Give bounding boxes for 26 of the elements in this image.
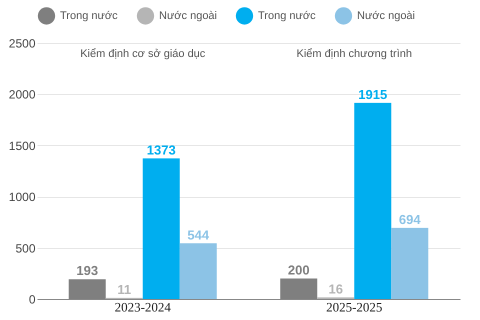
data-label: 544 xyxy=(187,227,210,242)
legend-label: Trong nước xyxy=(258,10,316,22)
y-tick-label: 1000 xyxy=(8,190,36,204)
data-label: 1915 xyxy=(358,86,388,102)
y-tick-label: 0 xyxy=(28,292,36,306)
data-label: 200 xyxy=(288,262,310,278)
legend-label: Trong nước xyxy=(60,10,118,22)
annotation: Kiểm định cơ sở giáo dục xyxy=(80,48,206,60)
data-label: 16 xyxy=(328,281,343,296)
bar xyxy=(354,102,392,299)
bar xyxy=(391,228,428,299)
legend-label: Nước ngoài xyxy=(357,10,415,22)
bar xyxy=(180,243,217,299)
bar xyxy=(142,158,180,299)
y-tick-label: 500 xyxy=(15,241,36,256)
data-label: 11 xyxy=(117,282,132,297)
y-tick-label: 2500 xyxy=(8,36,36,50)
data-label: 193 xyxy=(76,263,98,278)
x-tick-label: 2023-2024 xyxy=(114,300,172,314)
annotation: Kiểm định chương trình xyxy=(296,48,412,60)
y-tick-label: 1500 xyxy=(8,138,36,153)
data-label: 694 xyxy=(398,212,422,227)
legend-label: Nước ngoài xyxy=(159,10,217,22)
y-tick-label: 2000 xyxy=(8,88,36,102)
data-label: 1373 xyxy=(146,142,176,158)
x-tick-label: 2025-2025 xyxy=(326,300,382,314)
